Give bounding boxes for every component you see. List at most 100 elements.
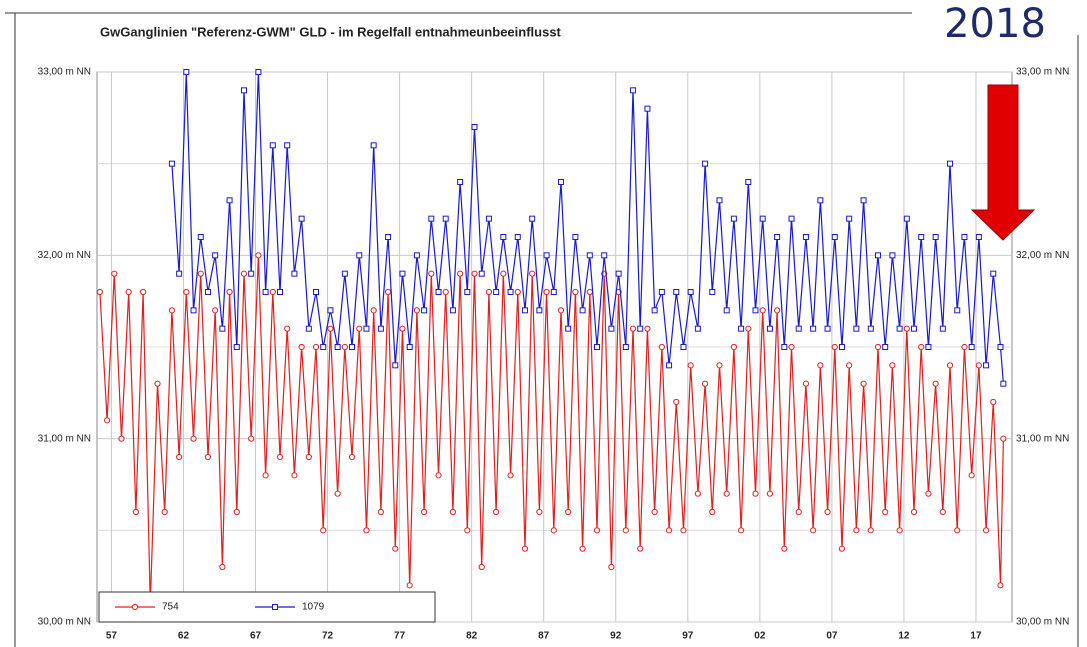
y2-tick-label: 32,00 m NN xyxy=(1016,250,1069,261)
marker xyxy=(457,270,464,277)
x-tick-label: 62 xyxy=(178,631,190,642)
marker xyxy=(536,307,543,314)
marker xyxy=(889,252,896,259)
marker xyxy=(233,508,240,516)
marker xyxy=(579,307,586,314)
marker xyxy=(212,307,219,314)
marker xyxy=(442,288,449,296)
marker xyxy=(406,582,413,589)
x-tick-label: 97 xyxy=(682,631,694,642)
marker xyxy=(543,252,550,259)
marker xyxy=(745,325,752,332)
marker xyxy=(831,234,838,240)
marker xyxy=(651,307,658,314)
marker xyxy=(341,270,348,277)
y2-tick-label: 33,00 m NN xyxy=(1016,67,1069,78)
marker xyxy=(716,197,723,204)
marker xyxy=(860,197,867,204)
marker xyxy=(925,344,932,350)
marker xyxy=(493,508,500,516)
marker xyxy=(687,289,694,295)
arrow xyxy=(970,84,1036,241)
marker xyxy=(341,343,348,351)
marker xyxy=(226,197,233,204)
marker xyxy=(593,527,601,534)
x-tick-label: 77 xyxy=(394,631,406,642)
marker xyxy=(738,527,745,534)
marker xyxy=(982,527,990,534)
marker xyxy=(478,270,485,277)
marker xyxy=(269,288,276,296)
marker xyxy=(536,508,543,516)
marker xyxy=(644,105,651,112)
marker xyxy=(572,234,579,240)
marker xyxy=(349,344,356,350)
marker xyxy=(313,289,320,295)
marker xyxy=(543,288,550,296)
marker xyxy=(788,343,795,351)
marker xyxy=(594,344,601,350)
legend-label: 1079 xyxy=(302,602,325,613)
marker xyxy=(781,545,788,552)
marker xyxy=(485,288,493,296)
marker xyxy=(622,344,629,350)
marker xyxy=(946,362,954,369)
marker xyxy=(557,179,564,185)
marker xyxy=(176,270,183,277)
marker xyxy=(903,215,910,222)
x-tick-label: 87 xyxy=(538,631,550,642)
marker xyxy=(168,307,176,314)
marker xyxy=(291,472,298,479)
marker xyxy=(723,490,730,497)
marker xyxy=(932,234,939,240)
marker xyxy=(406,344,413,350)
marker xyxy=(853,527,860,534)
marker xyxy=(846,215,853,222)
marker xyxy=(183,69,190,75)
marker xyxy=(226,288,233,296)
marker xyxy=(140,288,147,296)
marker xyxy=(413,307,420,314)
marker xyxy=(874,252,881,259)
marker xyxy=(348,453,356,461)
chart-title: GwGanglinien "Referenz-GWM" GLD - im Reg… xyxy=(100,24,562,39)
marker xyxy=(529,270,536,277)
marker xyxy=(622,527,629,534)
marker xyxy=(947,160,954,167)
marker xyxy=(377,325,384,332)
marker xyxy=(939,508,946,516)
marker xyxy=(1000,435,1007,442)
marker xyxy=(248,435,255,442)
marker xyxy=(507,289,514,295)
marker xyxy=(125,288,132,296)
marker xyxy=(312,343,320,351)
marker xyxy=(911,325,918,332)
marker xyxy=(298,215,305,222)
marker xyxy=(485,215,492,222)
x-tick-label: 92 xyxy=(610,631,622,642)
marker xyxy=(666,362,673,369)
marker xyxy=(277,289,283,295)
marker xyxy=(860,380,867,387)
marker xyxy=(111,270,118,277)
x-tick-label: 67 xyxy=(250,631,262,642)
legend-label: 754 xyxy=(162,602,179,613)
marker xyxy=(435,289,442,295)
marker xyxy=(500,234,507,240)
marker xyxy=(817,362,824,369)
marker xyxy=(305,325,312,332)
marker xyxy=(896,325,903,332)
marker xyxy=(983,362,990,369)
marker xyxy=(154,380,161,387)
plot xyxy=(96,69,1012,623)
marker xyxy=(795,508,802,516)
marker xyxy=(608,563,615,571)
x-tick-label: 02 xyxy=(754,631,766,642)
marker xyxy=(759,215,766,222)
marker xyxy=(658,343,665,351)
marker xyxy=(399,270,406,277)
marker xyxy=(529,215,536,222)
marker xyxy=(702,160,709,167)
y-tick-label: 31,00 m NN xyxy=(38,433,91,444)
